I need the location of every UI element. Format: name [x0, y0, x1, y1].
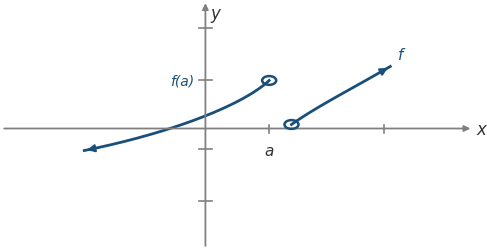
- Text: x: x: [476, 120, 486, 138]
- Text: f(a): f(a): [170, 74, 194, 88]
- Text: a: a: [264, 143, 274, 158]
- Text: y: y: [210, 5, 221, 23]
- Text: f: f: [398, 48, 403, 63]
